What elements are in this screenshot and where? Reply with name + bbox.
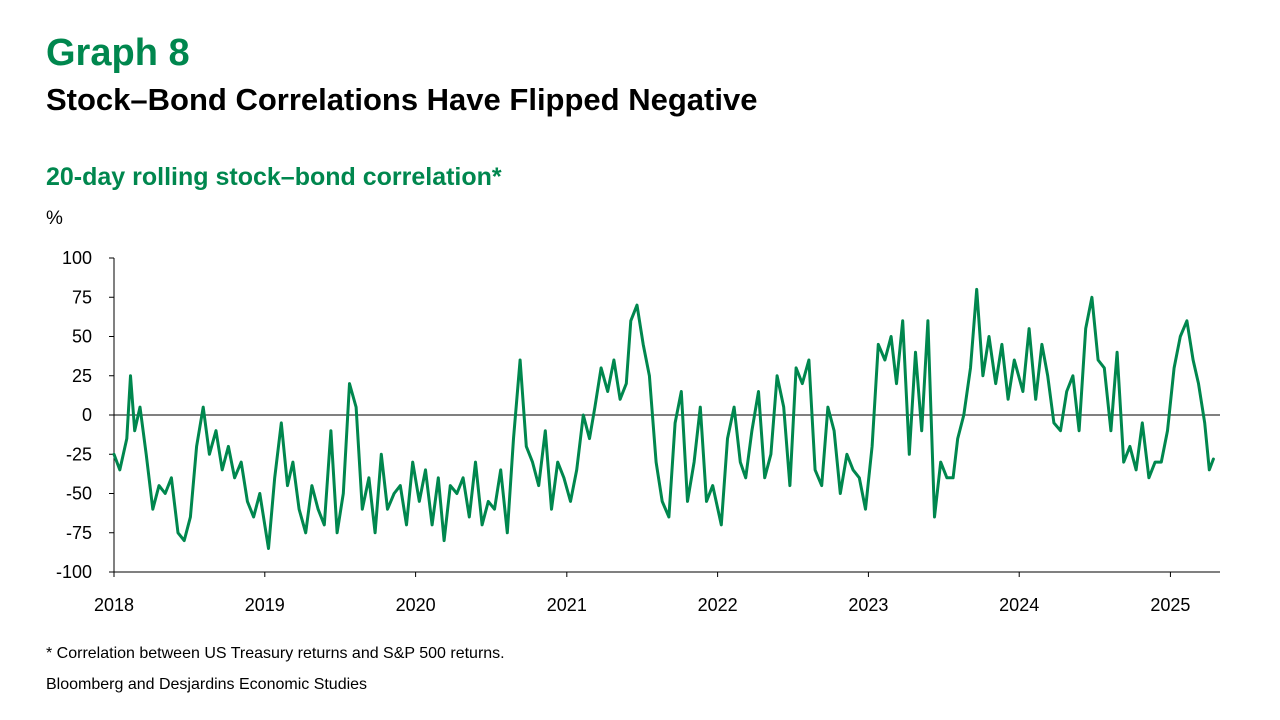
chart-title: 20-day rolling stock–bond correlation* bbox=[46, 163, 502, 191]
y-tick-label: 75 bbox=[72, 287, 92, 307]
x-tick-label: 2022 bbox=[698, 595, 738, 615]
y-tick-label: -25 bbox=[66, 444, 92, 464]
x-tick-label: 2020 bbox=[396, 595, 436, 615]
x-tick-label: 2018 bbox=[94, 595, 134, 615]
y-tick-label: -50 bbox=[66, 484, 92, 504]
y-tick-label: -75 bbox=[66, 523, 92, 543]
x-tick-label: 2021 bbox=[547, 595, 587, 615]
y-tick-label: 100 bbox=[62, 248, 92, 268]
series-line bbox=[112, 287, 1215, 550]
y-axis-unit-label: % bbox=[46, 208, 63, 229]
y-tick-label: 50 bbox=[72, 327, 92, 347]
y-tick-label: -100 bbox=[56, 562, 92, 582]
y-tick-label: 0 bbox=[82, 405, 92, 425]
x-tick-label: 2025 bbox=[1150, 595, 1190, 615]
x-tick-label: 2024 bbox=[999, 595, 1039, 615]
graph-number: Graph 8 bbox=[46, 32, 190, 74]
x-tick-label: 2019 bbox=[245, 595, 285, 615]
x-axis-ticks: 2018 2019 2020 2021 2022 2023 2024 2025 bbox=[94, 572, 1190, 615]
series-layer bbox=[112, 287, 1215, 550]
source-note: Bloomberg and Desjardins Economic Studie… bbox=[46, 676, 368, 693]
page-title: Stock–Bond Correlations Have Flipped Neg… bbox=[46, 82, 758, 117]
x-tick-label: 2023 bbox=[848, 595, 888, 615]
y-tick-label: 25 bbox=[72, 366, 92, 386]
footnote: * Correlation between US Treasury return… bbox=[46, 645, 505, 662]
y-axis-ticks: 100 75 50 25 0 -25 -50 -75 -100 bbox=[56, 248, 114, 582]
